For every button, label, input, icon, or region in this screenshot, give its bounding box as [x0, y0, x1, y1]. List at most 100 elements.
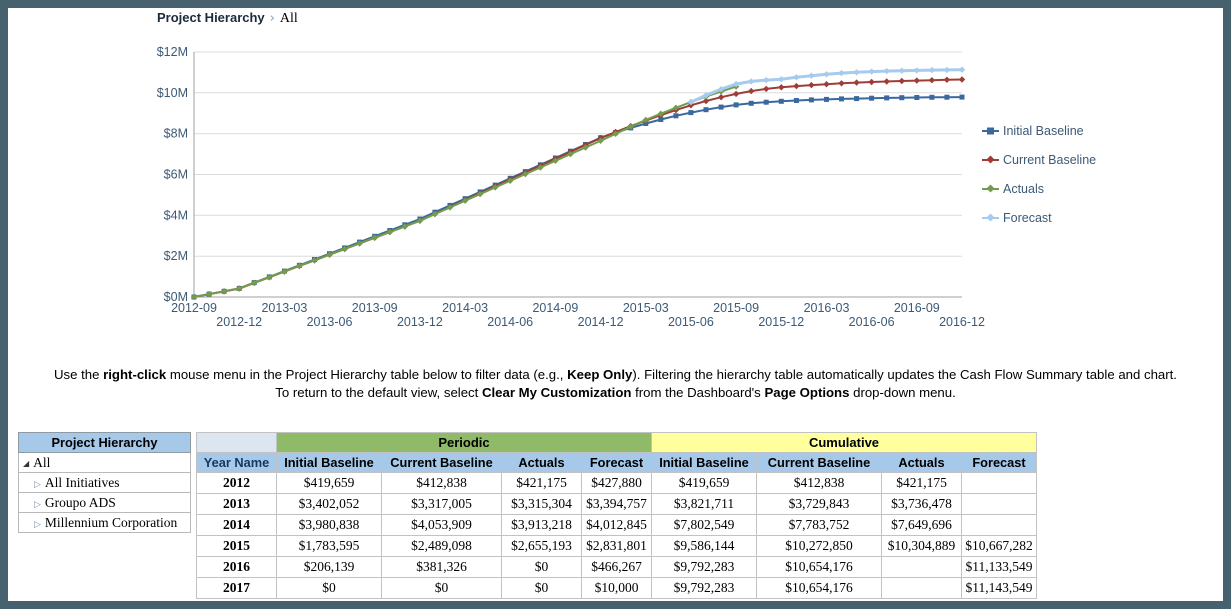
data-point-marker	[958, 76, 966, 83]
y-tick-label: $8M	[164, 127, 188, 141]
y-tick-label: $4M	[164, 208, 188, 222]
data-point-marker	[236, 285, 243, 292]
data-point-marker	[823, 81, 830, 88]
cash-flow-summary-table: Periodic Cumulative Year Name Initial Basel…	[196, 432, 1037, 599]
tree-node-groupo-ads[interactable]: ▷ Groupo ADS	[18, 492, 191, 513]
x-tick-label: 2013-09	[352, 301, 398, 315]
tree-node-all-initiatives[interactable]: ▷ All Initiatives	[18, 472, 191, 493]
data-point-marker	[476, 190, 484, 198]
column-header-forecast: Forecast	[961, 452, 1037, 473]
collapse-icon[interactable]: ◢	[23, 458, 30, 468]
data-point-marker	[703, 107, 709, 113]
data-point-marker	[658, 117, 664, 122]
data-point-marker	[733, 102, 739, 108]
x-tick-label: 2015-03	[623, 301, 669, 315]
cumulative-value-cell	[881, 556, 962, 578]
data-point-marker	[612, 130, 619, 137]
series-line	[193, 96, 963, 298]
data-point-marker	[251, 279, 258, 286]
periodic-value-cell: $2,655,193	[501, 535, 582, 557]
legend-item-current-baseline: Current Baseline	[982, 153, 1107, 167]
data-point-marker	[884, 95, 890, 101]
data-point-marker	[597, 137, 604, 144]
data-point-marker	[401, 223, 408, 230]
x-tick-label: 2012-12	[216, 315, 262, 329]
column-header-actuals: Actuals	[881, 452, 962, 473]
data-point-marker	[853, 79, 860, 86]
data-point-marker	[824, 96, 829, 102]
year-cell[interactable]: 2017	[196, 577, 277, 599]
data-point-marker	[914, 95, 920, 100]
periodic-value-cell: $4,053,909	[381, 514, 502, 536]
x-tick-label: 2013-06	[307, 315, 353, 329]
tree-node-millennium-corporation[interactable]: ▷ Millennium Corporation	[18, 512, 191, 533]
table-row: 2012 $419,659 $412,838 $421,175 $427,880 $419…	[196, 472, 1037, 494]
data-point-marker	[793, 82, 800, 90]
data-point-marker	[823, 71, 830, 78]
series-line	[193, 78, 963, 298]
legend-label: Initial Baseline	[1003, 124, 1084, 138]
project-hierarchy-table[interactable]: Project Hierarchy ◢ All ▷ All Initiatives ▷ Gr…	[18, 432, 191, 533]
data-point-marker	[492, 184, 499, 191]
periodic-value-cell: $2,831,801	[581, 535, 652, 557]
periodic-value-cell: $206,139	[276, 556, 382, 578]
data-point-marker	[717, 86, 725, 93]
x-tick-label: 2014-09	[532, 301, 578, 315]
expand-icon[interactable]: ▷	[34, 499, 41, 510]
cumulative-value-cell: $3,821,711	[651, 493, 757, 515]
data-point-marker	[763, 99, 769, 105]
data-point-marker	[431, 210, 439, 218]
y-axis: $0M $2M $4M $6M $8M $10M $12M	[157, 45, 962, 304]
x-tick-label: 2015-09	[713, 301, 759, 315]
periodic-value-cell: $3,394,757	[581, 493, 652, 515]
x-tick-label: 2014-12	[578, 315, 624, 329]
series-actuals	[190, 83, 740, 301]
cumulative-value-cell: $10,272,850	[756, 535, 882, 557]
cumulative-value-cell: $419,659	[651, 472, 757, 494]
periodic-value-cell: $427,880	[581, 472, 652, 494]
year-cell[interactable]: 2016	[196, 556, 277, 578]
data-point-marker	[416, 217, 424, 224]
cumulative-value-cell: $3,729,843	[756, 493, 882, 515]
data-point-marker	[913, 77, 920, 84]
data-point-marker	[732, 90, 740, 98]
table-row: 2016 $206,139 $381,326 $0 $466,267 $9,792,283…	[196, 556, 1037, 578]
cumulative-value-cell	[961, 514, 1037, 536]
periodic-value-cell: $3,980,838	[276, 514, 382, 536]
tree-node-root[interactable]: ◢ All	[18, 452, 191, 473]
series-initial-baseline	[191, 94, 965, 300]
legend-marker-icon	[982, 184, 999, 193]
dashboard-content: Project Hierarchy › All $0M $2M $4M $6M $8M $10…	[8, 8, 1223, 601]
data-point-marker	[657, 110, 664, 117]
year-cell[interactable]: 2012	[196, 472, 277, 494]
data-point-marker	[748, 78, 755, 85]
year-cell[interactable]: 2015	[196, 535, 277, 557]
x-tick-label: 2014-03	[442, 301, 488, 315]
cumulative-value-cell: $9,792,283	[651, 556, 757, 578]
legend-item-actuals: Actuals	[982, 182, 1107, 196]
series-current-baseline	[190, 76, 966, 301]
data-point-marker	[567, 150, 574, 158]
data-point-marker	[717, 94, 725, 101]
data-point-marker	[793, 98, 799, 103]
data-point-marker	[687, 98, 695, 106]
y-tick-label: $0M	[164, 290, 188, 304]
data-point-marker	[943, 76, 951, 83]
breadcrumb-title: Project Hierarchy	[157, 10, 265, 25]
year-cell[interactable]: 2014	[196, 514, 277, 536]
periodic-value-cell: $466,267	[581, 556, 652, 578]
data-point-marker	[702, 92, 710, 99]
data-point-marker	[943, 66, 951, 74]
year-cell[interactable]: 2013	[196, 493, 277, 515]
data-point-marker	[748, 87, 755, 95]
data-point-marker	[220, 288, 228, 295]
expand-icon[interactable]: ▷	[34, 479, 41, 490]
group-header-cumulative: Cumulative	[651, 432, 1037, 453]
expand-icon[interactable]: ▷	[34, 519, 41, 530]
data-point-marker	[778, 84, 785, 91]
table-row: 2014 $3,980,838 $4,053,909 $3,913,218 $4,012…	[196, 514, 1037, 536]
breadcrumb-current: All	[279, 11, 298, 26]
data-point-marker	[838, 69, 845, 77]
breadcrumb-separator-icon: ›	[269, 11, 275, 26]
